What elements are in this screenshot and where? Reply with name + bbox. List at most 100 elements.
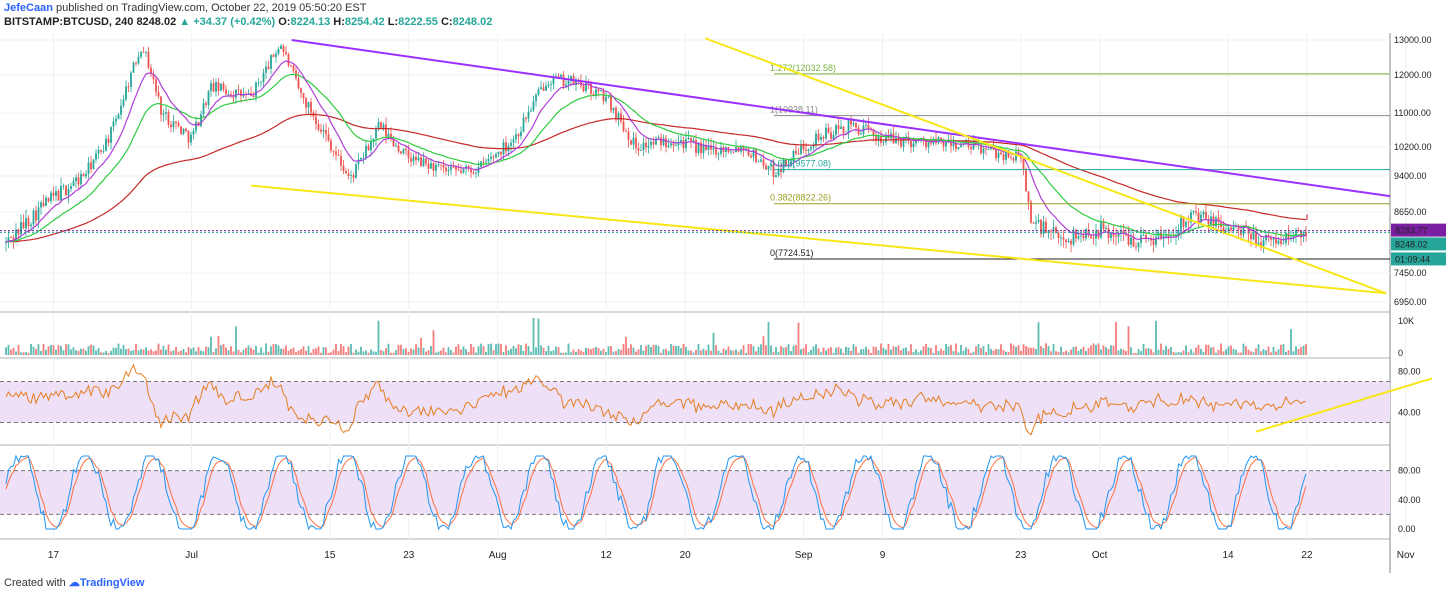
volume-bar (825, 350, 827, 355)
volume-bar (565, 352, 567, 355)
volume-bar (485, 351, 487, 355)
volume-bar (835, 347, 837, 355)
candle-body (610, 96, 612, 111)
candle-body (25, 218, 27, 229)
stochastic-pane[interactable] (0, 454, 1390, 531)
volume-bar (362, 351, 365, 355)
candle-body (650, 141, 652, 146)
volume-bar (1232, 348, 1235, 355)
volume-bar (135, 343, 137, 355)
candle-body (1255, 232, 1257, 246)
volume-bar (160, 349, 162, 355)
candle-body (1007, 150, 1010, 158)
candle-body (1137, 242, 1140, 248)
rsi-line (5, 363, 1307, 436)
candle-body (692, 139, 695, 142)
candle-body (1227, 227, 1230, 231)
volume-bar (1052, 344, 1055, 355)
volume-bar (625, 336, 627, 355)
volume-bar (125, 349, 127, 355)
candle-body (1197, 212, 1200, 223)
volume-bar (320, 352, 322, 355)
volume-bar (917, 352, 920, 355)
volume-bar (727, 346, 730, 355)
candle-body (520, 131, 522, 137)
volume-bar (927, 347, 930, 355)
candle-body (902, 137, 905, 147)
candle-body (930, 141, 932, 144)
candle-body (957, 147, 960, 149)
volume-bar (1262, 349, 1265, 355)
volume-bar (120, 348, 122, 355)
grid-lines (0, 33, 1407, 573)
volume-bar (620, 349, 622, 355)
candle-body (570, 76, 572, 81)
volume-bar (495, 344, 497, 355)
candle-body (500, 152, 502, 155)
volume-bar (855, 346, 857, 355)
candle-body (352, 175, 355, 178)
candle-body (642, 142, 645, 151)
candle-body (235, 89, 237, 98)
rsi-tick: 80.00 (1398, 366, 1421, 376)
volume-bar (357, 351, 360, 355)
close-label: C: (440, 16, 453, 28)
candle-body (340, 155, 342, 166)
candle-body (450, 166, 452, 170)
candle-body (1202, 211, 1205, 215)
volume-bar (837, 346, 840, 355)
candle-body (1272, 237, 1275, 240)
candle-body (370, 140, 372, 151)
candle-body (552, 76, 555, 84)
volume-bar (1085, 350, 1087, 355)
volume-bar (725, 350, 727, 355)
volume-pane[interactable] (5, 317, 1307, 355)
volume-bar (85, 350, 87, 355)
candle-body (265, 66, 267, 73)
footer: Created with ☁TradingView (4, 576, 144, 589)
volume-bar (155, 350, 157, 355)
candle-body (562, 74, 565, 87)
volume-bar (80, 348, 82, 355)
volume-bar (607, 346, 610, 355)
axes: 13000.00 12000.00 11000.00 10200.00 9400.00 8… (48, 35, 1446, 561)
volume-bar (345, 352, 347, 355)
volume-bar (430, 346, 432, 355)
volume-bar (527, 345, 530, 355)
volume-bar (512, 346, 515, 355)
candle-body (22, 221, 25, 229)
candle-body (155, 79, 157, 92)
candle-body (580, 80, 582, 86)
candle-body (850, 120, 852, 125)
tradingview-brand[interactable]: TradingView (79, 577, 145, 589)
candle-body (192, 130, 195, 135)
volume-bar (587, 348, 590, 355)
volume-bar (710, 350, 712, 355)
author-link[interactable]: JefeCaan (4, 2, 53, 14)
candle-body (117, 114, 120, 119)
volume-bar (242, 349, 245, 355)
candle-body (1265, 235, 1267, 241)
volume-bar (505, 345, 507, 355)
candle-body (130, 72, 132, 87)
volume-bar (780, 346, 782, 355)
candle-body (205, 103, 207, 105)
volume-bar (425, 351, 427, 355)
tradingview-logo-icon: ☁ (68, 577, 80, 589)
candle-body (372, 138, 375, 141)
chart-canvas[interactable]: 1.272(12032.58) 1(10938.11) 0.618(9577.08)… (0, 33, 1450, 573)
candle-body (872, 129, 875, 136)
volume-bar (767, 321, 770, 355)
volume-bar (152, 351, 155, 355)
price-pane[interactable]: 1.272(12032.58) 1(10938.11) 0.618(9577.08)… (0, 37, 1391, 295)
volume-bar (890, 349, 892, 355)
candle-body (222, 83, 225, 90)
candle-body (527, 111, 530, 119)
volume-bar (557, 347, 560, 355)
candle-body (675, 145, 677, 147)
rsi-pane[interactable] (0, 363, 1433, 436)
volume-bar (1207, 344, 1210, 355)
volume-bar (305, 350, 307, 355)
volume-bar (207, 347, 210, 355)
time-tick: 15 (324, 550, 336, 561)
